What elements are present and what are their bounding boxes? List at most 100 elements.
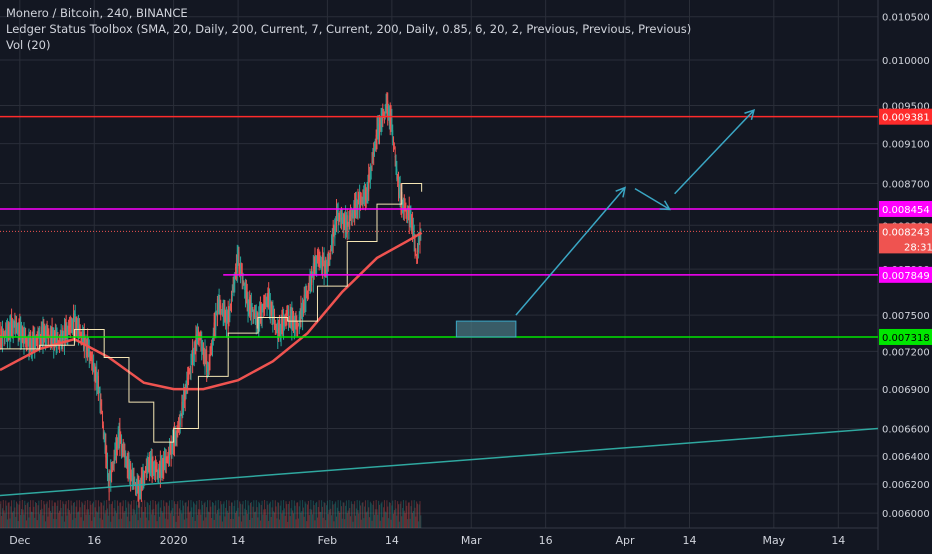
level-price-label: 0.007849 <box>882 271 930 282</box>
candle-body <box>56 336 58 345</box>
volume-bar <box>181 513 183 528</box>
volume-bar <box>270 516 272 528</box>
projection-arrow-head <box>615 186 627 198</box>
volume-bar <box>13 500 15 528</box>
volume-bar <box>190 500 192 528</box>
volume-label[interactable]: Vol (20) <box>6 38 51 52</box>
volume-bar <box>202 504 204 528</box>
candle-body <box>59 339 61 342</box>
candle-body <box>311 268 313 285</box>
volume-bar <box>6 505 8 528</box>
volume-bar <box>323 501 325 528</box>
candle-body <box>78 328 80 334</box>
volume-bar <box>330 508 332 528</box>
candle-body <box>117 431 119 449</box>
volume-bar <box>316 501 318 528</box>
candle-body <box>340 217 342 221</box>
volume-bar <box>315 503 317 528</box>
symbol-title[interactable]: Monero / Bitcoin, 240, BINANCE <box>6 6 188 20</box>
candle-body <box>187 375 189 378</box>
indicator-label[interactable]: Ledger Status Toolbox (SMA, 20, Daily, 2… <box>6 22 692 36</box>
candle-body <box>44 326 46 339</box>
candle-body <box>186 380 188 390</box>
candle-body <box>11 318 13 336</box>
candle-body <box>335 209 337 228</box>
candle-body <box>35 338 37 343</box>
volume-bar <box>274 500 276 528</box>
volume-bar <box>78 511 80 528</box>
candle-body <box>181 401 183 419</box>
candle-body <box>407 208 409 219</box>
candle-body <box>154 466 156 471</box>
volume-bar <box>369 517 371 528</box>
support-trendline <box>0 427 879 497</box>
candle-body <box>283 318 285 325</box>
volume-bar <box>192 517 194 528</box>
volume-bar <box>222 503 224 528</box>
volume-bar <box>344 519 346 528</box>
volume-bar <box>212 502 214 528</box>
candle-body <box>10 324 12 334</box>
candle-body <box>6 327 8 338</box>
candle-body <box>126 458 128 469</box>
volume-bar <box>95 500 97 528</box>
volume-bar <box>120 502 122 528</box>
candle-body <box>208 361 210 367</box>
candle-body <box>237 254 239 262</box>
volume-bar <box>277 502 279 528</box>
candle-body <box>340 217 342 219</box>
candle-body <box>350 216 352 218</box>
candle-body <box>242 280 244 282</box>
volume-bar <box>282 510 284 528</box>
candle-body <box>104 439 106 448</box>
candle-body <box>153 461 155 475</box>
volume-bar <box>182 500 184 528</box>
x-tick-label: 14 <box>385 534 399 547</box>
volume-bar <box>83 504 85 528</box>
candle-body <box>142 473 144 487</box>
volume-bar <box>74 518 76 528</box>
volume-bar <box>252 506 254 528</box>
volume-bar <box>211 517 213 528</box>
volume-bar <box>113 508 115 528</box>
volume-bar <box>112 516 114 528</box>
volume-bar <box>362 502 364 528</box>
volume-bar <box>16 503 18 528</box>
volume-bar <box>351 503 353 528</box>
volume-bar <box>402 500 404 528</box>
candle-body <box>418 241 420 243</box>
volume-bar <box>267 504 269 528</box>
volume-bar <box>291 500 293 528</box>
volume-bar <box>6 519 8 528</box>
volume-bar <box>266 500 268 528</box>
candle-body <box>150 458 152 474</box>
candle-body <box>155 469 157 471</box>
candle-body <box>346 215 348 234</box>
candle-body <box>73 320 75 322</box>
volume-bar <box>137 520 139 528</box>
volume-bar <box>302 500 304 528</box>
candle-body <box>273 317 275 325</box>
candle-body <box>350 215 352 221</box>
x-tick-label: Dec <box>9 534 30 547</box>
candle-body <box>172 436 174 455</box>
candle-body <box>349 218 351 221</box>
candle-body <box>268 292 270 308</box>
volume-bar <box>157 503 159 528</box>
candle-body <box>345 222 347 227</box>
candle-body <box>169 450 171 452</box>
volume-bar <box>176 504 178 528</box>
volume-bar <box>73 502 75 528</box>
candle-body <box>331 238 333 245</box>
volume-bar <box>299 500 301 528</box>
candle-body <box>184 384 186 401</box>
volume-bar <box>245 509 247 528</box>
candle-body <box>402 203 404 211</box>
volume-bar <box>163 500 165 528</box>
candle-body <box>46 331 48 338</box>
volume-bar <box>209 500 211 528</box>
candle-body <box>224 307 226 322</box>
volume-bar <box>49 500 51 528</box>
candle-body <box>36 339 38 341</box>
